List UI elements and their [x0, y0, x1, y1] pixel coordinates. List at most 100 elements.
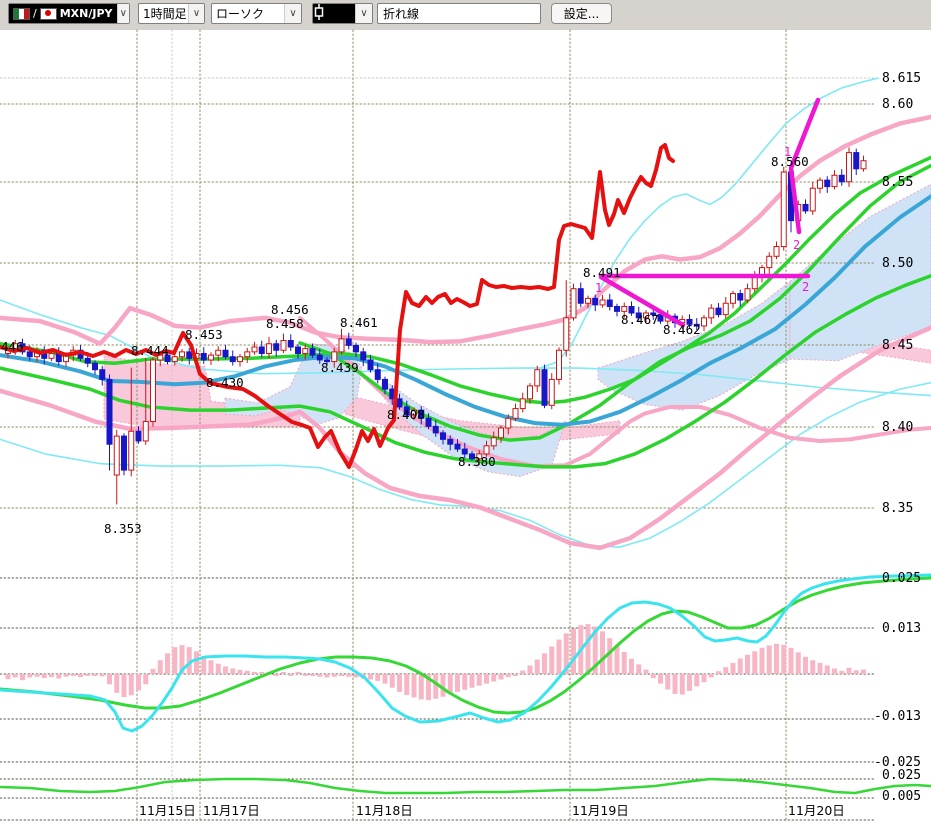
candle-body-down — [164, 354, 171, 363]
macd-histogram-bar — [556, 639, 562, 674]
candle-body-down — [229, 356, 236, 363]
macd-histogram-bar — [476, 674, 482, 686]
candle-body-up — [809, 187, 816, 212]
settings-button[interactable]: 設定... — [551, 3, 612, 24]
overlay-line-red — [0, 143, 675, 469]
macd-histogram-bar — [136, 674, 141, 691]
trendline-endpoint-label: 1 — [784, 145, 791, 159]
overlay-type-field[interactable]: 折れ線 — [377, 3, 541, 24]
candle-body-down — [135, 430, 142, 442]
macd-histogram-bar — [600, 631, 605, 674]
macd-histogram-bar — [165, 653, 170, 674]
candle-body-down — [541, 369, 548, 406]
candle-body-down — [853, 152, 860, 170]
macd-histogram-bar — [759, 647, 765, 674]
macd-histogram-bar — [215, 663, 221, 674]
macd-histogram-bar — [658, 674, 663, 684]
candle-body-down — [258, 346, 265, 354]
macd-histogram-bar — [281, 672, 286, 674]
macd-histogram-bar — [585, 624, 591, 674]
macd-histogram-bar — [194, 651, 199, 674]
macd-histogram-bar — [433, 674, 439, 699]
candle-body-down — [577, 288, 584, 304]
macd-axis-label: 0.013 — [882, 621, 921, 636]
candle-body-down — [657, 314, 664, 322]
candle-body-up — [730, 293, 736, 304]
macd-histogram-bar — [549, 646, 555, 674]
candle-body-down — [461, 448, 468, 455]
candle-body-down — [693, 323, 700, 327]
chevron-down-icon[interactable]: ∨ — [116, 4, 129, 23]
macd-histogram-bar — [157, 660, 163, 674]
candle-body-up — [48, 352, 55, 359]
candle-body-up — [548, 378, 555, 406]
macd-histogram-bar — [665, 674, 671, 690]
macd-histogram-bar — [853, 670, 859, 674]
macd-histogram-bar — [397, 674, 402, 692]
chevron-down-icon[interactable]: ∨ — [284, 4, 301, 23]
macd-histogram-bar — [542, 653, 547, 674]
macd-histogram-bar — [418, 674, 424, 700]
macd-histogram-bar — [223, 666, 228, 674]
atr-axis-label: 0.005 — [882, 789, 921, 804]
macd-histogram-bar — [708, 674, 714, 678]
macd-histogram-bar — [92, 674, 98, 676]
bollinger-pink-upper — [0, 114, 931, 347]
candle-body-up — [476, 453, 483, 460]
macd-histogram-bar — [505, 674, 511, 678]
candle-body-up — [113, 435, 120, 476]
date-axis-label: 11月18日 — [356, 803, 413, 818]
candle-body-down — [418, 409, 425, 419]
symbol-label: MXN/JPY — [59, 7, 113, 20]
candle-body-up — [179, 351, 185, 358]
macd-histogram-bar — [672, 674, 678, 694]
cloud-fill-d — [789, 183, 931, 362]
candle-body-up — [498, 427, 504, 439]
candle-body-up — [766, 255, 773, 269]
candle-body-down — [628, 306, 635, 314]
macd-histogram-bar — [745, 654, 750, 674]
macd-histogram-bar — [99, 674, 105, 677]
macd-histogram-bar — [20, 674, 25, 681]
macd-histogram-bar — [5, 674, 11, 680]
macd-histogram-bar — [730, 662, 736, 674]
macd-histogram-bar — [687, 674, 692, 691]
candle-body-down — [614, 306, 620, 312]
price-axis-label: 8.615 — [882, 71, 921, 86]
candle-body-down — [838, 174, 845, 183]
macd-axis-label: -0.025 — [874, 755, 921, 770]
candle-body-down — [650, 312, 657, 316]
candle-style-select[interactable]: ∨ — [312, 3, 373, 24]
macd-histogram-bar — [208, 660, 214, 674]
candle-body-up — [150, 359, 156, 423]
macd-histogram-bar — [846, 667, 852, 674]
chevron-down-icon[interactable]: ∨ — [187, 4, 204, 23]
candle-body-down — [606, 299, 613, 307]
macd-histogram-bar — [723, 667, 729, 674]
candle-body-up — [780, 171, 787, 248]
macd-histogram-bar — [41, 674, 47, 679]
macd-signal-line — [0, 576, 931, 715]
candle-body-up — [483, 445, 490, 455]
chart-type-select[interactable]: ローソク ∨ — [211, 3, 302, 24]
macd-histogram-bar — [201, 656, 207, 674]
timeframe-select[interactable]: 1時間足 ∨ — [138, 3, 205, 24]
macd-histogram-bar — [114, 674, 120, 693]
symbol-select[interactable]: / MXN/JPY ∨ — [8, 3, 130, 24]
chevron-down-icon[interactable]: ∨ — [355, 4, 372, 23]
candle-body-down — [802, 203, 809, 212]
macd-histogram-bar — [150, 668, 156, 674]
macd-histogram-bar — [324, 674, 330, 678]
candle-body-up — [817, 179, 823, 189]
date-axis-label: 11月15日 — [139, 803, 196, 818]
price-annotation: 8.430 — [206, 375, 244, 390]
date-axis-label: 11月17日 — [203, 803, 260, 818]
macd-histogram-bar — [795, 652, 801, 674]
candle-body-up — [244, 351, 251, 358]
macd-line — [0, 573, 931, 733]
macd-histogram-bar — [592, 626, 598, 674]
macd-histogram-bar — [353, 674, 359, 678]
macd-histogram-bar — [484, 674, 489, 684]
candle-body-down — [374, 369, 381, 380]
